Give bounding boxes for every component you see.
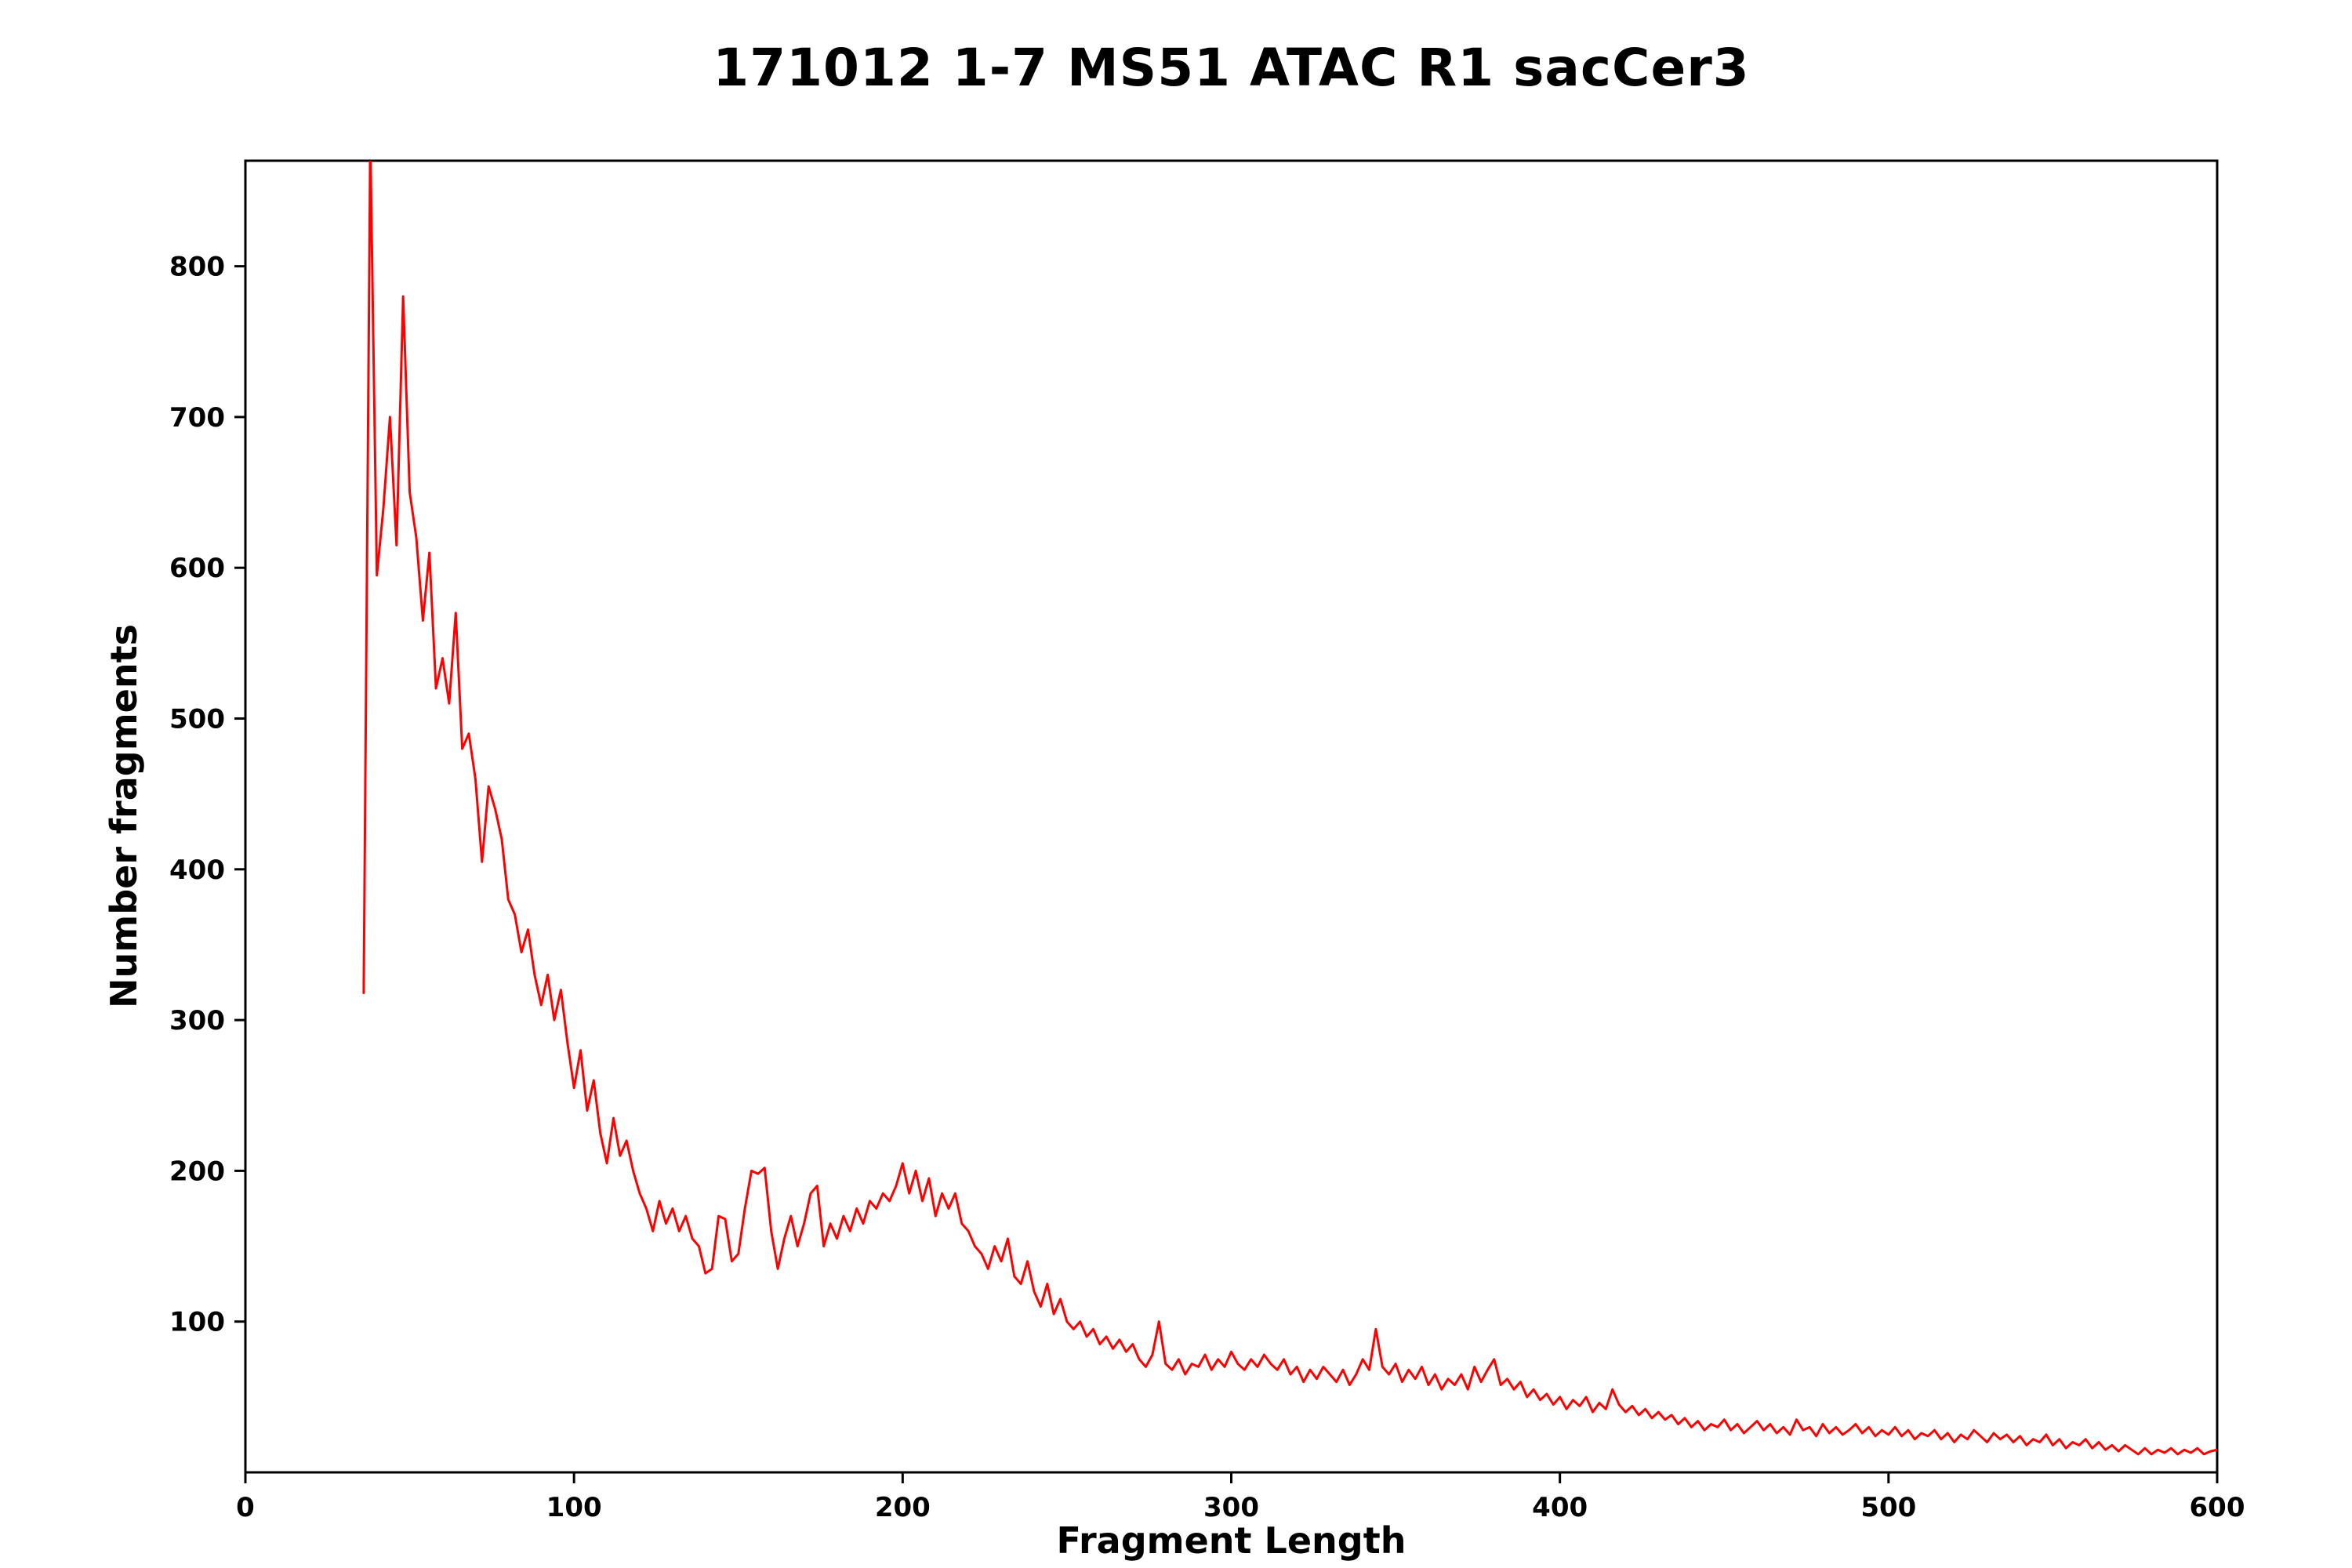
x-tick-label: 100 xyxy=(546,1492,602,1523)
x-tick-label: 400 xyxy=(1532,1492,1588,1523)
y-tick-label: 300 xyxy=(169,1005,225,1036)
y-tick-label: 500 xyxy=(169,704,225,735)
x-axis-label: Fragment Length xyxy=(1056,1519,1406,1562)
x-tick-label: 0 xyxy=(236,1492,255,1523)
x-tick-label: 200 xyxy=(875,1492,931,1523)
x-tick-label: 600 xyxy=(2190,1492,2245,1523)
axes-box xyxy=(244,159,2219,1474)
y-tick-label: 100 xyxy=(169,1307,225,1338)
y-tick-label: 200 xyxy=(169,1156,225,1187)
data-line xyxy=(362,161,2217,1456)
y-tick-label: 400 xyxy=(169,855,225,886)
y-tick-label: 600 xyxy=(169,553,225,584)
x-tick-label: 500 xyxy=(1860,1492,1916,1523)
chart-title: 171012 1-7 MS51 ATAC R1 sacCer3 xyxy=(713,38,1750,98)
y-tick-label: 700 xyxy=(169,402,225,434)
x-tick-label: 300 xyxy=(1203,1492,1259,1523)
y-tick-label: 800 xyxy=(169,252,225,283)
